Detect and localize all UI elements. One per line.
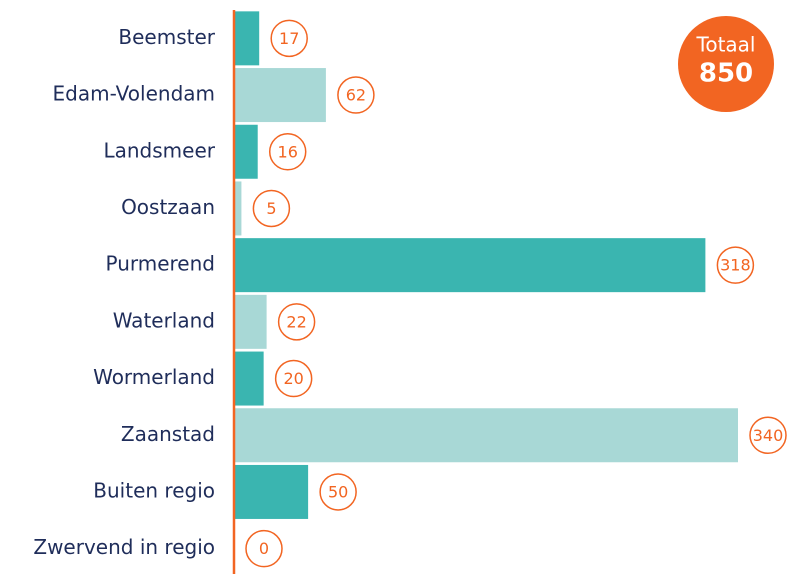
bar [234,124,258,179]
badge-circle [678,16,774,112]
value-bubble [268,133,307,171]
value-bubble [337,76,375,114]
category-label: Beemster [118,25,215,49]
value-label: 22 [286,312,306,331]
total-value: 850 [699,59,753,89]
value-label: 5 [266,199,276,218]
value-bubble [749,416,787,454]
value-label: 0 [259,539,269,558]
bar [234,68,326,123]
value-bubble [274,359,313,398]
bar [234,294,267,349]
bar [234,238,706,293]
value-bubble [245,529,283,568]
category-label: Wormerland [93,365,215,389]
bar [234,408,738,463]
category-label: Zwervend in regio [33,535,215,559]
category-label: Zaanstad [121,422,215,446]
category-label: Purmerend [105,252,215,276]
total-badge: Totaal 850 [678,16,774,112]
value-label: 16 [278,142,298,161]
value-bubble [252,189,291,228]
category-label: Edam-Volendam [53,82,215,106]
value-label: 50 [328,482,348,501]
value-label: 20 [283,369,303,388]
value-bubble [319,473,357,511]
value-bubble [270,19,308,58]
bar [234,11,260,66]
value-label: 340 [753,426,784,445]
value-label: 17 [279,29,299,48]
category-label: Oostzaan [121,195,215,219]
value-bubble [277,303,316,341]
category-label: Landsmeer [103,138,215,162]
category-label: Waterland [113,308,215,332]
value-bubble [716,246,755,284]
bar [234,181,242,236]
value-label: 318 [720,256,751,275]
bar [234,351,264,406]
value-label: 62 [346,86,366,105]
total-label: Totaal [696,33,756,57]
category-label: Buiten regio [93,478,215,502]
bar [234,464,309,519]
